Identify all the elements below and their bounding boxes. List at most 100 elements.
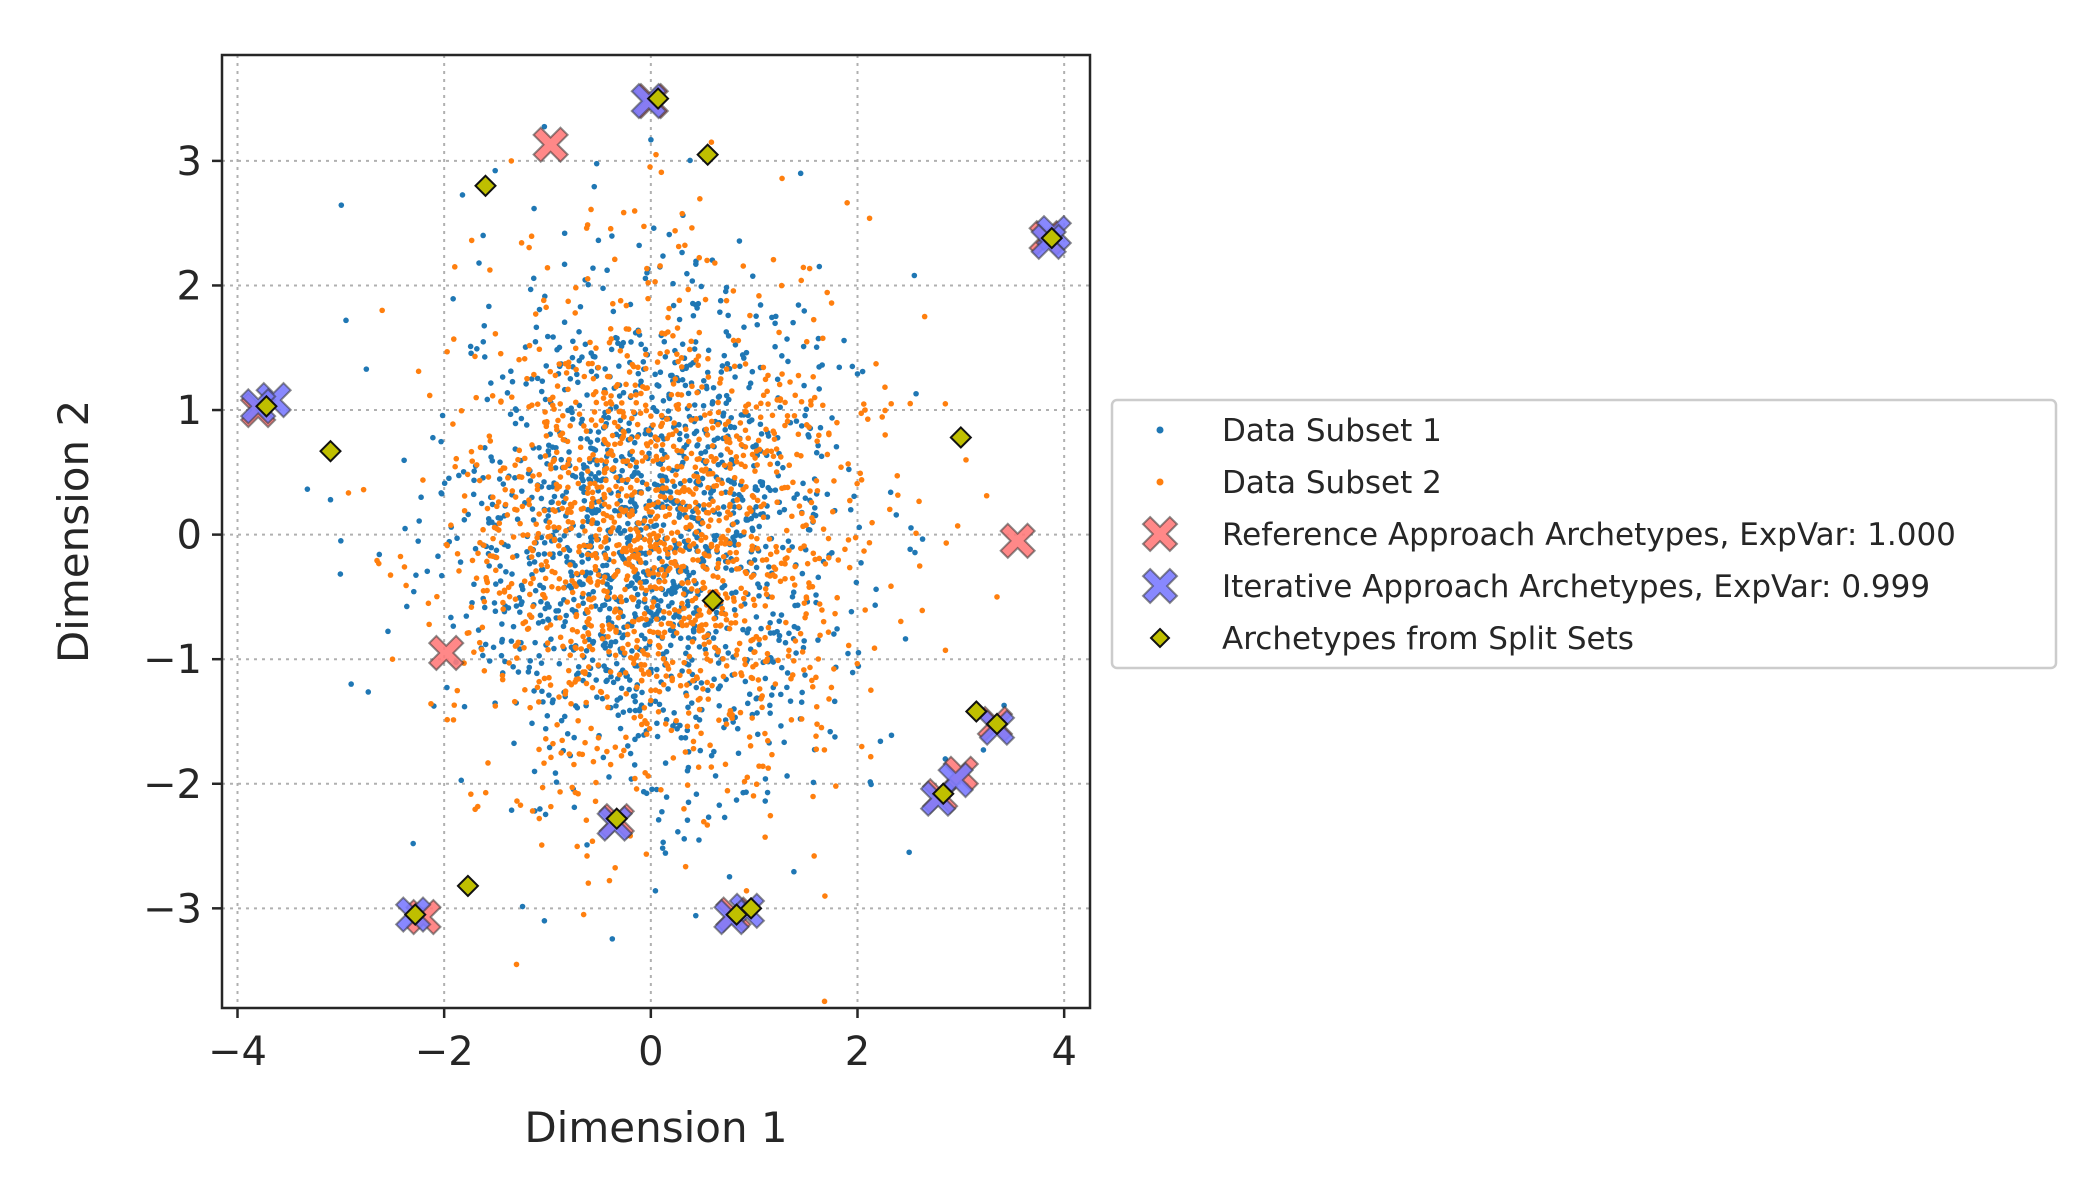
data-point bbox=[651, 584, 658, 590]
data-point bbox=[722, 591, 729, 597]
data-point bbox=[428, 700, 434, 707]
data-point bbox=[551, 524, 557, 530]
data-point bbox=[660, 608, 667, 615]
data-point bbox=[713, 547, 720, 553]
data-point bbox=[656, 579, 662, 585]
data-point bbox=[658, 621, 665, 627]
data-point bbox=[560, 623, 567, 630]
data-point bbox=[772, 573, 778, 580]
data-point bbox=[519, 503, 526, 510]
data-point bbox=[615, 614, 622, 621]
data-point bbox=[814, 487, 821, 494]
data-point bbox=[713, 455, 719, 462]
data-point bbox=[401, 564, 408, 570]
data-point bbox=[799, 689, 805, 696]
data-point bbox=[621, 747, 627, 754]
data-point bbox=[641, 518, 648, 524]
data-point bbox=[468, 448, 475, 455]
data-point bbox=[704, 656, 710, 662]
data-point bbox=[625, 326, 632, 332]
data-point bbox=[590, 375, 597, 382]
data-point bbox=[559, 505, 566, 512]
data-point bbox=[767, 710, 773, 716]
data-point bbox=[575, 602, 582, 609]
data-point bbox=[696, 436, 702, 443]
data-point bbox=[509, 571, 515, 577]
data-point bbox=[882, 384, 888, 390]
data-point bbox=[539, 378, 546, 384]
data-point bbox=[594, 457, 600, 464]
data-point bbox=[573, 371, 580, 378]
data-point bbox=[547, 682, 554, 688]
data-point bbox=[809, 677, 815, 684]
data-point bbox=[670, 623, 676, 630]
data-point bbox=[564, 730, 571, 737]
data-point bbox=[742, 444, 749, 450]
data-point bbox=[706, 609, 713, 615]
data-point bbox=[565, 386, 571, 393]
data-point bbox=[454, 535, 460, 542]
data-point bbox=[668, 530, 675, 536]
data-point bbox=[801, 638, 807, 644]
data-point bbox=[526, 466, 532, 473]
data-point bbox=[679, 210, 686, 217]
data-point bbox=[663, 416, 670, 422]
data-point bbox=[734, 725, 741, 732]
data-point bbox=[872, 602, 878, 608]
data-point bbox=[702, 646, 709, 653]
data-point bbox=[825, 535, 832, 542]
data-point bbox=[855, 649, 862, 656]
data-point bbox=[567, 562, 573, 568]
data-point bbox=[807, 664, 813, 671]
data-point bbox=[531, 205, 537, 212]
data-point bbox=[502, 501, 509, 508]
data-point bbox=[746, 384, 752, 391]
data-point bbox=[503, 568, 509, 575]
data-point bbox=[607, 326, 614, 332]
data-point bbox=[753, 781, 760, 788]
data-point bbox=[704, 822, 711, 828]
data-point bbox=[622, 586, 628, 593]
data-point bbox=[709, 425, 716, 431]
data-point bbox=[631, 595, 637, 602]
data-point bbox=[531, 559, 538, 565]
data-point bbox=[491, 600, 498, 606]
data-point bbox=[631, 501, 638, 507]
data-point bbox=[673, 717, 680, 724]
data-point bbox=[715, 409, 722, 416]
data-point bbox=[534, 401, 541, 408]
data-point bbox=[602, 645, 609, 651]
data-point bbox=[500, 599, 506, 606]
data-point bbox=[669, 478, 676, 485]
data-point bbox=[778, 560, 785, 567]
data-point bbox=[592, 422, 599, 429]
data-point bbox=[694, 443, 700, 449]
data-point bbox=[754, 710, 760, 716]
data-point bbox=[679, 377, 686, 383]
data-point bbox=[834, 594, 840, 601]
data-point bbox=[784, 773, 790, 779]
data-point bbox=[715, 461, 722, 468]
data-point bbox=[536, 511, 542, 517]
data-point bbox=[575, 670, 582, 677]
data-point bbox=[521, 356, 528, 362]
data-point bbox=[693, 684, 700, 691]
data-point bbox=[586, 643, 593, 650]
data-point bbox=[799, 510, 805, 517]
data-point bbox=[618, 486, 625, 492]
data-point bbox=[643, 441, 650, 447]
data-point bbox=[776, 381, 783, 388]
data-point bbox=[647, 638, 653, 645]
data-point bbox=[621, 650, 628, 656]
data-point bbox=[673, 562, 680, 569]
data-point bbox=[740, 595, 747, 602]
data-point bbox=[658, 527, 665, 534]
data-point bbox=[652, 278, 658, 285]
data-point bbox=[710, 498, 716, 505]
data-point bbox=[606, 877, 613, 884]
data-point bbox=[581, 373, 588, 380]
data-point bbox=[569, 626, 576, 633]
data-point bbox=[684, 682, 690, 688]
data-point bbox=[698, 283, 705, 290]
data-point bbox=[793, 418, 800, 424]
